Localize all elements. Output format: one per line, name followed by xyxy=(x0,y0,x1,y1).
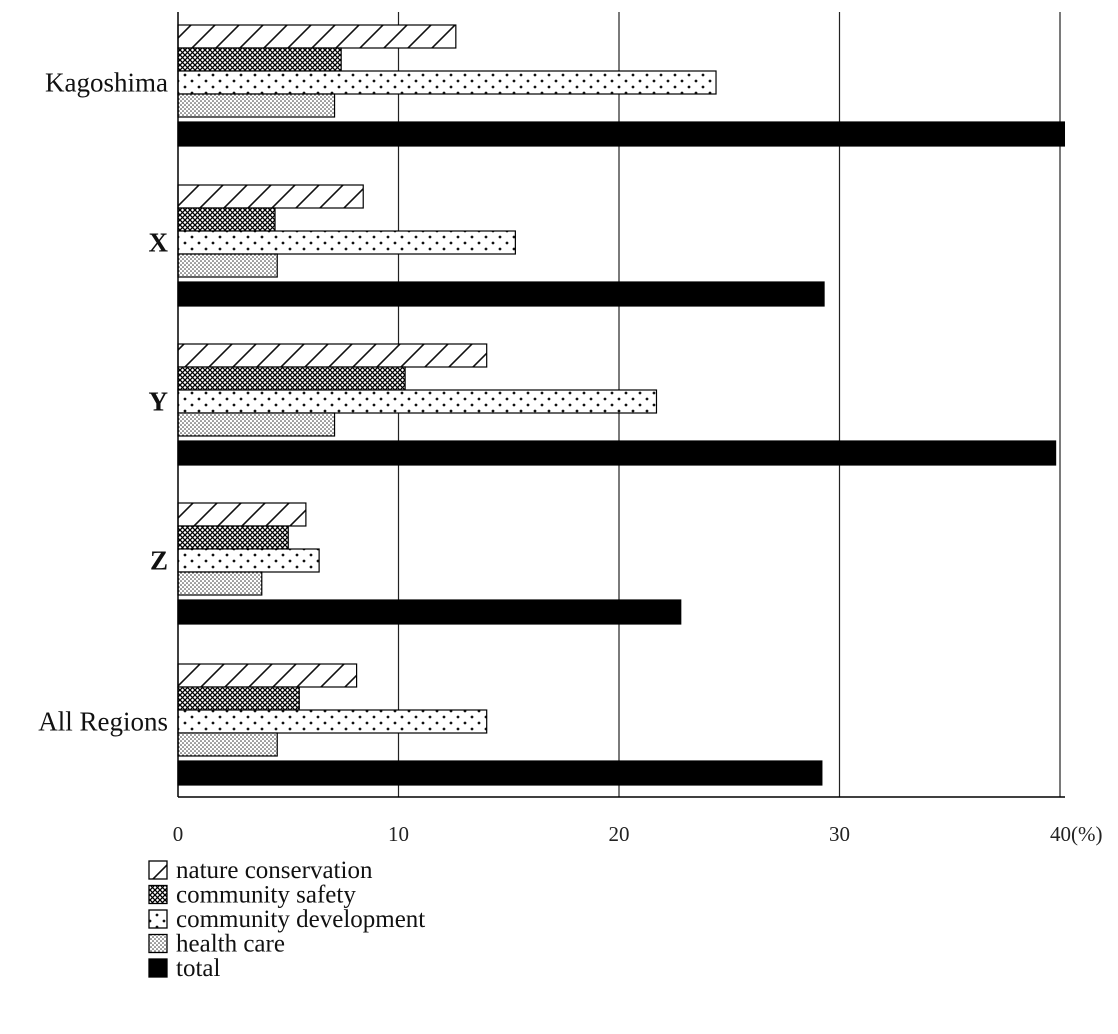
x-tick-label: 40(%) xyxy=(1050,822,1102,846)
community-safety-bar xyxy=(177,47,342,72)
legend-label: health care xyxy=(176,931,285,958)
health-care-bar xyxy=(177,571,263,596)
nature-conservation-bar xyxy=(177,24,457,49)
community-development-bar xyxy=(177,389,658,414)
legend-swatch xyxy=(148,933,168,954)
community-safety-bar xyxy=(177,207,276,232)
nature-conservation-bar xyxy=(177,184,364,209)
total-bar xyxy=(177,760,823,786)
nature-conservation-bar xyxy=(177,663,358,688)
category-label: Kagoshima xyxy=(45,68,168,98)
legend-swatch xyxy=(148,958,168,978)
x-tick-label: 0 xyxy=(173,822,184,846)
x-tick-label: 20 xyxy=(609,822,630,846)
category-label: X xyxy=(149,228,169,258)
nature-conservation-bar xyxy=(177,502,307,527)
community-development-bar xyxy=(177,548,320,573)
legend-swatch xyxy=(148,909,168,929)
category-label: All Regions xyxy=(38,707,168,737)
legend-label: community safety xyxy=(176,882,356,909)
total-bar xyxy=(177,440,1057,466)
health-care-bar xyxy=(177,732,278,757)
community-development-bar xyxy=(177,70,717,95)
health-care-bar xyxy=(177,93,336,118)
x-tick-label: 10 xyxy=(388,822,409,846)
legend-label: nature conservation xyxy=(176,857,373,884)
community-safety-bar xyxy=(177,525,289,550)
total-bar xyxy=(177,121,1066,147)
community-development-bar xyxy=(177,709,488,734)
legend-label: total xyxy=(176,955,220,982)
nature-conservation-bar xyxy=(177,343,488,368)
community-safety-bar xyxy=(177,686,300,711)
axes: 0 10 20 30 40(%) Kagoshima X Y Z All Regions xyxy=(38,12,1102,846)
category-label: Z xyxy=(150,546,168,576)
legend-swatch xyxy=(148,884,168,905)
total-bar xyxy=(177,281,825,307)
community-development-bar xyxy=(177,230,516,255)
community-safety-bar xyxy=(177,366,406,391)
category-label: Y xyxy=(149,387,169,417)
total-bar xyxy=(177,599,682,625)
bars xyxy=(177,24,1066,786)
legend-label: community development xyxy=(176,906,425,933)
legend-swatch xyxy=(148,860,168,880)
x-tick-label: 30 xyxy=(829,822,850,846)
health-care-bar xyxy=(177,253,278,278)
health-care-bar xyxy=(177,412,336,437)
